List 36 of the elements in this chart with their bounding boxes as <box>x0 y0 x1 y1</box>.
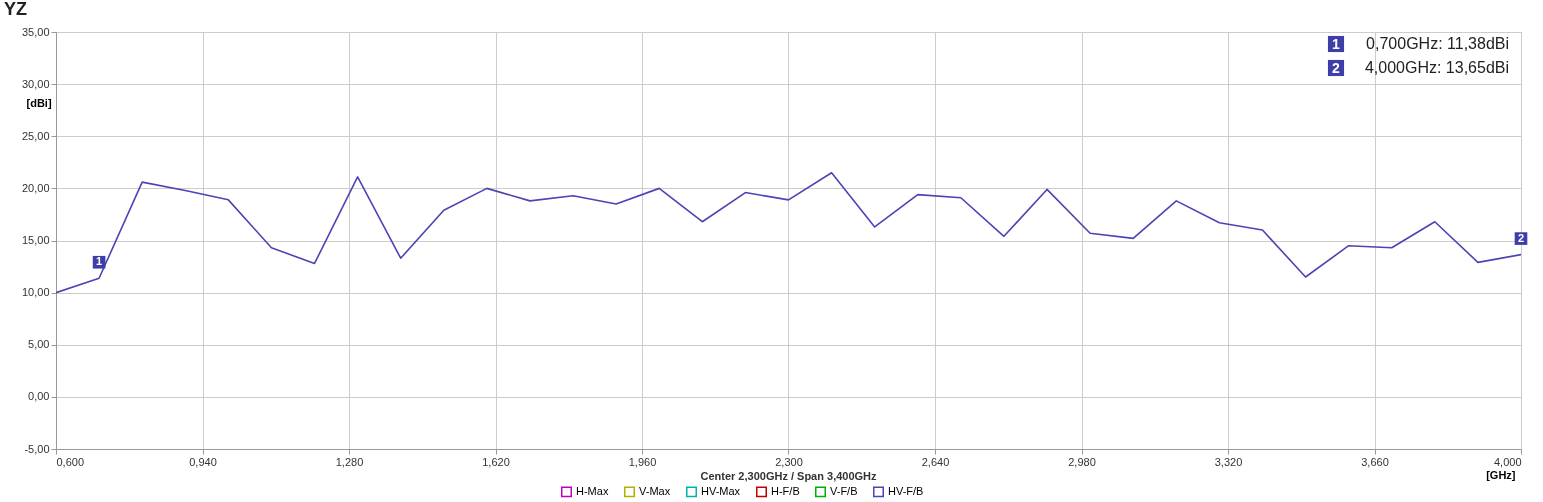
chart-title: YZ <box>4 0 28 19</box>
annotation: 4,000GHz: 13,65dBi <box>1364 59 1509 76</box>
y-tick-label: 35,00 <box>21 25 50 38</box>
legend-label: HV-Max <box>701 484 741 497</box>
legend-label: V-Max <box>639 484 671 497</box>
y-tick-label: 25,00 <box>21 129 50 142</box>
legend-label: H-F/B <box>771 484 800 497</box>
x-tick-label: 0,940 <box>189 455 217 468</box>
x-tick-label: 1,620 <box>482 455 510 468</box>
annotation: 0,700GHz: 11,38dBi <box>1366 35 1509 52</box>
x-tick-label: 2,980 <box>1068 455 1096 468</box>
y-tick-label: 20,00 <box>21 181 50 194</box>
y-tick-label: 0,00 <box>28 390 50 403</box>
x-axis-title: [GHz] <box>1486 468 1516 481</box>
legend-label: V-F/B <box>830 484 858 497</box>
y-tick-label: 10,00 <box>21 286 50 299</box>
x-tick-label: 2,640 <box>921 455 950 468</box>
x-tick-label: 3,320 <box>1214 455 1243 468</box>
x-tick-label: 1,960 <box>628 455 657 468</box>
x-tick-label: 1,280 <box>335 455 364 468</box>
y-axis-title: [dBi] <box>26 96 52 109</box>
x-tick-label: 4,000 <box>1493 455 1522 468</box>
legend-label: HV-F/B <box>888 484 924 497</box>
y-tick-label: 15,00 <box>21 234 50 246</box>
text: 2 <box>1332 60 1340 76</box>
annotation: 1 <box>96 255 103 268</box>
y-tick-label: 30,00 <box>21 77 50 90</box>
x-tick-label: 0,600 <box>56 455 85 468</box>
y-tick-label: -5,00 <box>24 442 50 455</box>
text: 1 <box>1332 36 1340 52</box>
y-tick-label: 5,00 <box>28 338 50 351</box>
legend-label: H-Max <box>576 484 609 497</box>
text: Center 2,300GHz / Span 3,400GHz <box>700 470 878 482</box>
x-tick-label: 2,300 <box>775 455 803 468</box>
x-tick-label: 3,660 <box>1361 455 1389 468</box>
annotation: 2 <box>1517 231 1525 244</box>
